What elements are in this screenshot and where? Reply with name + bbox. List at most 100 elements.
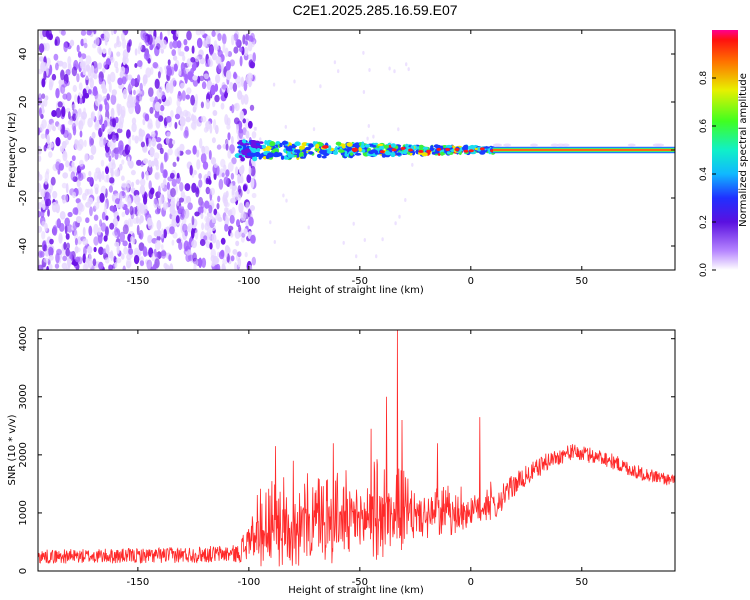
noise-blob [237, 251, 242, 258]
signal-halo [494, 143, 503, 147]
noise-blob [111, 205, 117, 213]
signal-blob [480, 149, 486, 154]
signal-blob [346, 142, 353, 147]
noise-blob [229, 82, 234, 90]
noise-blob [142, 74, 148, 85]
noise-blob [227, 132, 231, 141]
noise-blob [156, 235, 161, 241]
noise-blob [79, 159, 84, 167]
noise-blob [84, 153, 89, 162]
noise-blob [147, 34, 153, 45]
signal-blob [288, 148, 293, 152]
noise-blob [88, 77, 93, 83]
signal-blob [354, 142, 361, 148]
noise-blob [176, 172, 180, 179]
noise-blob [242, 34, 246, 45]
noise-blob [191, 228, 195, 239]
noise-blob [87, 89, 92, 95]
noise-blob [230, 172, 235, 180]
noise-blob [185, 94, 190, 100]
noise-blob [239, 110, 244, 121]
noise-blob [60, 84, 66, 95]
noise-blob [211, 233, 217, 244]
noise-blob [164, 152, 169, 162]
noise-blob [217, 49, 223, 57]
signal-blob [265, 145, 272, 151]
noise-blob [79, 97, 83, 105]
noise-blob [184, 183, 191, 192]
noise-blob [307, 225, 310, 230]
noise-blob [77, 172, 84, 181]
noise-blob [130, 169, 136, 176]
noise-blob [144, 113, 150, 122]
noise-blob [98, 77, 102, 85]
noise-blob [82, 238, 89, 246]
noise-blob [71, 155, 76, 162]
noise-blob [72, 191, 77, 199]
noise-blob [85, 217, 90, 224]
colorbar-ticks: 0.0 0.2 0.4 0.6 0.8 [699, 71, 716, 277]
noise-blob [100, 83, 107, 90]
noise-blob [185, 149, 192, 155]
noise-blob [85, 74, 89, 81]
noise-blob [209, 242, 213, 250]
noise-blob [59, 235, 63, 241]
noise-blob [110, 56, 115, 63]
noise-blob [180, 82, 185, 89]
noise-blob [210, 187, 215, 196]
noise-blob [71, 122, 76, 131]
noise-blob [182, 54, 186, 62]
signal-blob [243, 145, 247, 150]
noise-blob [114, 262, 118, 268]
noise-blob [152, 264, 157, 270]
noise-blob [208, 179, 212, 185]
signal-blob [246, 152, 253, 157]
noise-blob [93, 171, 99, 182]
noise-blob [199, 30, 206, 36]
noise-blob [199, 138, 203, 149]
noise-blob [185, 116, 191, 123]
noise-blob [203, 73, 209, 80]
noise-blob [218, 178, 224, 190]
noise-blob [130, 235, 134, 243]
signal-hotspot [426, 149, 432, 153]
noise-blob [89, 188, 93, 196]
noise-blob [210, 157, 217, 165]
noise-blob [245, 40, 248, 46]
noise-blob [246, 174, 252, 184]
signal-blob [238, 155, 243, 158]
noise-blob [158, 185, 161, 197]
noise-blob [210, 84, 216, 96]
noise-blob [245, 130, 250, 139]
signal-blob [361, 150, 366, 153]
noise-blob [243, 80, 248, 92]
snr-x-tick-label: 0 [468, 577, 474, 588]
noise-blob [104, 257, 110, 264]
noise-blob [127, 145, 132, 151]
noise-blob [233, 71, 237, 79]
noise-blob [239, 177, 244, 184]
noise-blob [235, 240, 240, 247]
noise-blob [134, 135, 139, 144]
noise-blob [45, 30, 50, 38]
signal-blob [335, 141, 342, 146]
noise-blob [175, 30, 180, 38]
noise-blob [154, 112, 160, 119]
signal-blob [421, 152, 428, 157]
noise-blob [213, 208, 218, 216]
noise-blob [131, 134, 135, 141]
noise-blob [229, 182, 234, 190]
noise-blob [108, 264, 113, 270]
signal-blob [483, 146, 490, 149]
noise-blob [112, 217, 118, 227]
noise-blob [83, 107, 86, 115]
noise-blob [38, 174, 43, 181]
noise-blob [109, 222, 115, 230]
noise-blob [38, 43, 45, 53]
signal-blob [237, 145, 242, 149]
noise-blob [234, 102, 240, 112]
noise-blob [216, 144, 222, 150]
noise-blob [72, 221, 78, 230]
noise-blob [103, 120, 108, 128]
noise-blob [135, 215, 139, 224]
